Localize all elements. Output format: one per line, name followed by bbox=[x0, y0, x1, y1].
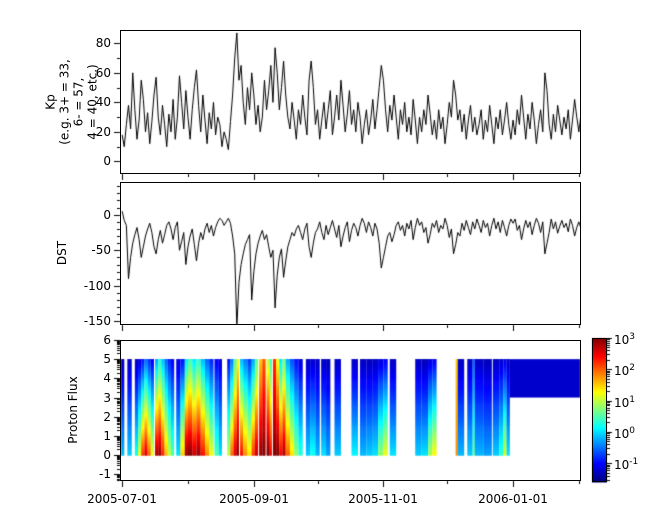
y-tick-label: 0 bbox=[103, 154, 111, 168]
y-tick-label: -100 bbox=[83, 279, 111, 293]
colorbar-tick-label: 103 bbox=[614, 332, 636, 347]
x-tick-label: 2005-09-01 bbox=[219, 492, 289, 506]
colorbar-tick-label: 100 bbox=[614, 426, 636, 441]
colorbar-tick-label: 102 bbox=[614, 363, 636, 378]
y-tick-label: 3 bbox=[103, 391, 111, 405]
y-tick-label: 4 bbox=[103, 371, 111, 385]
x-tick-label: 2006-01-01 bbox=[478, 492, 548, 506]
x-tick-label: 2005-07-01 bbox=[87, 492, 157, 506]
y-tick-label: 60 bbox=[95, 66, 111, 80]
colorbar-tick-label: 10-1 bbox=[614, 457, 639, 472]
y-tick-label: 5 bbox=[103, 352, 111, 366]
y-tick-label: -150 bbox=[83, 314, 111, 328]
y-tick-label: 6 bbox=[103, 333, 111, 347]
y-tick-label: 20 bbox=[95, 125, 111, 139]
x-tick-label: 2005-11-01 bbox=[348, 492, 418, 506]
y-tick-label: 40 bbox=[95, 95, 111, 109]
y-tick-label: 0 bbox=[103, 208, 111, 222]
y-tick-label: 1 bbox=[103, 429, 111, 443]
y-tick-label: 0 bbox=[103, 448, 111, 462]
colorbar-tick-label: 101 bbox=[614, 395, 636, 410]
y-tick-label: 80 bbox=[95, 36, 111, 50]
y-tick-label: -1 bbox=[99, 467, 111, 481]
y-tick-label: 2 bbox=[103, 410, 111, 424]
y-tick-label: -50 bbox=[91, 243, 111, 257]
